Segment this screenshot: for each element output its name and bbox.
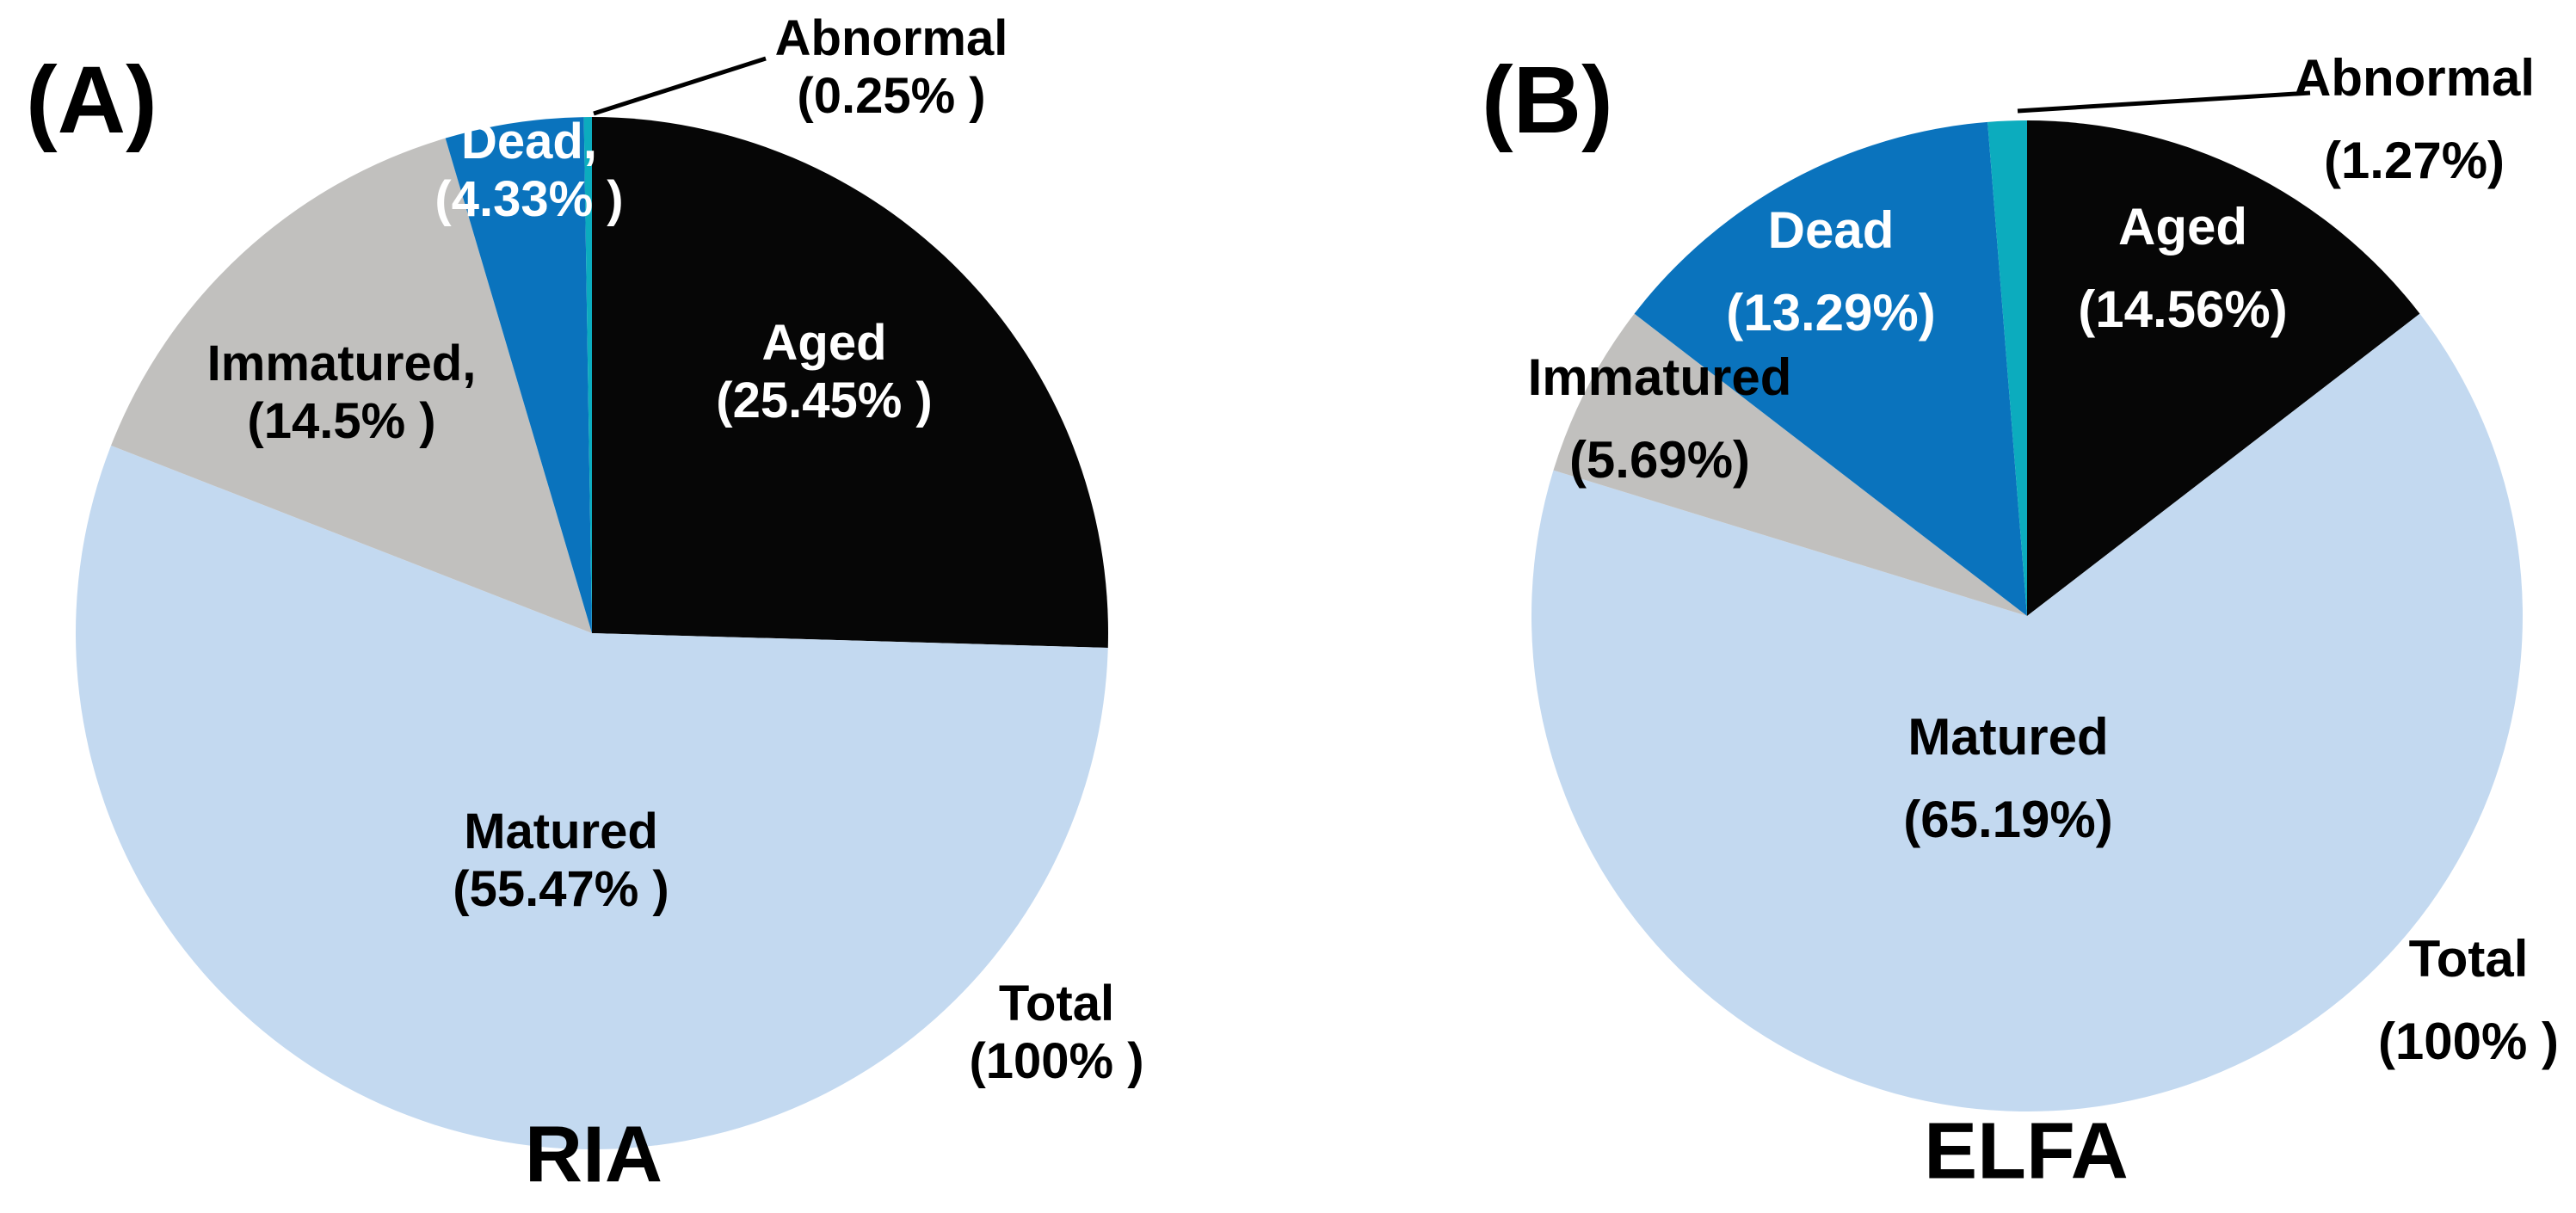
pie-chart-elfa <box>1531 90 2523 1112</box>
slice-label-abnormal: Abnormal (0.25% ) <box>775 9 1008 125</box>
slice-value-line: (25.45% ) <box>716 373 933 428</box>
total-label: Total (100% ) <box>2378 918 2559 1083</box>
slice-label-matured: Matured (65.19%) <box>1903 696 2112 861</box>
slice-label-dead: Dead, (4.33% ) <box>434 113 623 228</box>
pie-slice-abnormal <box>1987 120 2027 616</box>
abnormal-leader-line <box>2017 90 2311 114</box>
chart-title-elfa: ELFA <box>1924 1105 2129 1196</box>
slice-label-line: Aged <box>761 315 887 371</box>
slice-value-line: (55.47% ) <box>453 861 669 917</box>
slice-label-matured: Matured (55.47% ) <box>453 803 669 918</box>
slice-label-line: Abnormal <box>774 10 1008 66</box>
abnormal-leader-line <box>593 56 767 116</box>
pie-slice-immatured <box>111 138 592 633</box>
slice-label-line: Immatured <box>1527 348 1792 406</box>
pie-slice-dead <box>1634 121 2027 616</box>
slice-value-line: (1.27%) <box>2323 132 2505 189</box>
pie-slice-matured <box>1531 313 2523 1112</box>
slice-value-line: (5.69%) <box>1568 431 1751 489</box>
slice-label-dead: Dead (13.29%) <box>1726 189 1935 354</box>
pie-slice-dead <box>445 117 592 633</box>
total-value-line: (100% ) <box>969 1033 1144 1089</box>
slice-label-abnormal: Abnormal (1.27%) <box>2294 37 2535 202</box>
panel-label-a: (A) <box>26 47 157 153</box>
slice-label-line: Matured <box>1907 708 2109 766</box>
slice-value-line: (14.56%) <box>2078 280 2288 338</box>
pie-slice-abnormal <box>583 117 592 633</box>
slice-value-line: (4.33% ) <box>434 171 624 227</box>
slice-label-immatured: Immatured, (14.5% ) <box>207 335 477 450</box>
pie-slice-immatured <box>1553 313 2027 616</box>
total-label-line: Total <box>2408 930 2529 988</box>
slice-value-line: (0.25% ) <box>797 68 986 124</box>
pie-slice-aged <box>2027 120 2420 616</box>
slice-label-immatured: Immatured (5.69%) <box>1528 336 1792 502</box>
slice-label-line: Matured <box>464 804 658 859</box>
total-label: Total (100% ) <box>969 975 1143 1090</box>
pie-wedges <box>75 117 1108 1149</box>
slice-label-aged: Aged (14.56%) <box>2078 186 2287 351</box>
slice-value-line: (65.19%) <box>1903 791 2113 848</box>
slice-value-line: (14.5% ) <box>247 393 436 449</box>
pie-slice-matured <box>75 445 1108 1149</box>
pie-wedges <box>1531 120 2523 1112</box>
slice-value-line: (13.29%) <box>1726 284 1936 342</box>
total-value-line: (100% ) <box>2377 1013 2560 1070</box>
pie-chart-ria <box>75 56 1108 1149</box>
slice-label-line: Dead, <box>461 114 597 169</box>
slice-label-line: Dead <box>1767 201 1895 259</box>
slice-label-line: Aged <box>2118 198 2247 256</box>
slice-label-line: Abnormal <box>2293 49 2536 107</box>
total-label-line: Total <box>998 976 1115 1031</box>
panel-label-b: (B) <box>1482 47 1613 153</box>
slice-label-aged: Aged (25.45% ) <box>716 314 932 429</box>
slice-label-line: Immatured, <box>206 336 477 391</box>
pie-slice-aged <box>592 117 1108 648</box>
chart-title-ria: RIA <box>524 1109 663 1199</box>
